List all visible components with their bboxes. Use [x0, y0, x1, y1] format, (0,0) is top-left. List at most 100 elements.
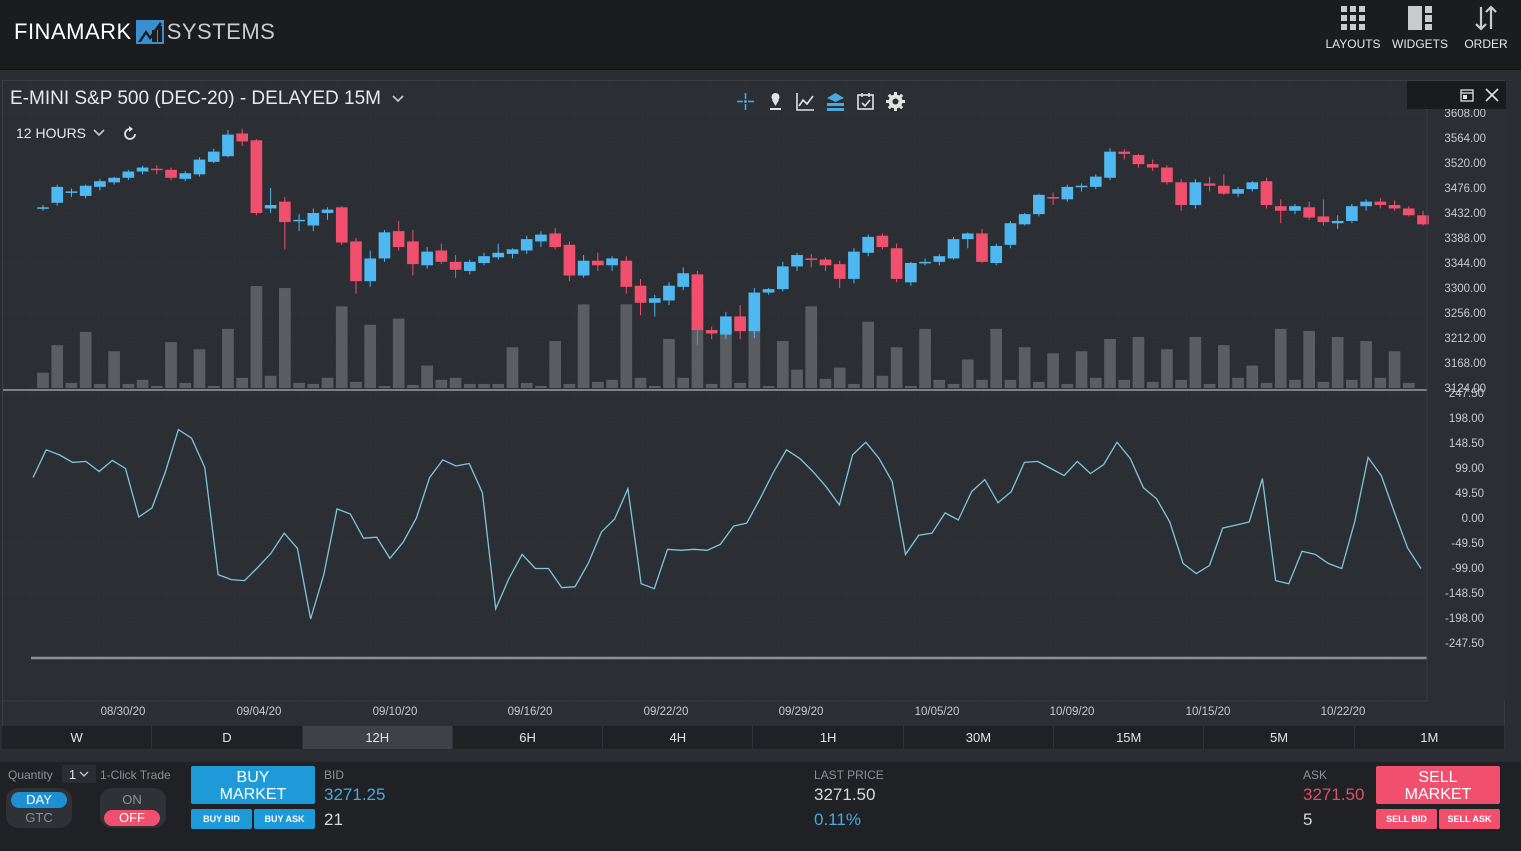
candle-body: [108, 177, 120, 183]
indicator-icon[interactable]: [795, 91, 816, 112]
timeframe-d-button[interactable]: D: [152, 726, 303, 749]
candle-body: [392, 231, 405, 248]
timeframe-30m-button[interactable]: 30M: [904, 726, 1055, 749]
candle-body: [335, 207, 348, 243]
date-axis-tick: 10/09/20: [1050, 706, 1095, 718]
volume-bar: [606, 379, 618, 388]
one-click-off-button[interactable]: OFF: [104, 810, 160, 826]
candle-body: [577, 260, 590, 276]
volume-bar: [876, 375, 889, 388]
candle-body: [734, 316, 746, 332]
timeframe-1m-button[interactable]: 1M: [1355, 726, 1505, 749]
layers-icon[interactable]: [825, 91, 846, 112]
calendar-icon[interactable]: [855, 91, 876, 112]
oscillator-axis-tick: 0.00: [1462, 513, 1484, 525]
candle-body: [364, 258, 377, 282]
quantity-value: 1: [68, 766, 77, 782]
sell-bid-button[interactable]: SELL BID: [1376, 809, 1437, 829]
chevron-down-icon: [392, 95, 404, 103]
date-axis-tick: 09/22/20: [644, 706, 689, 718]
timeframe-15m-button[interactable]: 15M: [1054, 726, 1205, 749]
candle-body: [990, 245, 1003, 263]
volume-bar: [520, 382, 533, 388]
oscillator-axis-tick: 247.50: [1449, 388, 1484, 400]
price-axis-tick: 3256.00: [1444, 308, 1486, 320]
volume-bar: [122, 383, 135, 388]
volume-bar: [905, 385, 917, 388]
brand-name-right: SYSTEMS: [166, 19, 276, 44]
order-nav-button[interactable]: ORDER: [1454, 5, 1518, 53]
range-dropdown[interactable]: 12 HOURS: [16, 125, 106, 141]
layouts-nav-button[interactable]: LAYOUTS: [1321, 5, 1385, 53]
quantity-select[interactable]: 1: [62, 765, 96, 783]
chevron-down-icon: [93, 129, 105, 137]
settings-icon[interactable]: [885, 91, 906, 112]
close-icon[interactable]: [1484, 87, 1500, 103]
volume-bar: [1104, 339, 1116, 388]
volume-bar: [1061, 383, 1074, 388]
volume-bar: [1274, 328, 1287, 388]
candle-body: [606, 258, 618, 266]
candle-body: [1346, 206, 1358, 221]
volume-bar: [79, 331, 92, 388]
volume-bar: [264, 375, 277, 388]
volume-bar: [1132, 337, 1145, 388]
volume-bar: [890, 347, 903, 388]
volume-bar: [663, 339, 675, 388]
volume-bar: [705, 383, 718, 388]
gtc-button[interactable]: GTC: [25, 810, 53, 825]
volume-bar: [207, 385, 220, 388]
timeframe-w-button[interactable]: W: [2, 726, 153, 749]
buy-bid-button[interactable]: BUY BID: [191, 809, 252, 829]
buy-ask-button[interactable]: BUY ASK: [254, 809, 315, 829]
volume-bar: [620, 304, 633, 388]
candle-body: [165, 169, 177, 178]
refresh-icon[interactable]: [121, 125, 139, 143]
date-axis-tick: 10/05/20: [915, 706, 960, 718]
volume-bar: [1004, 379, 1017, 388]
candle-body: [1360, 201, 1372, 207]
timeframe-1h-button[interactable]: 1H: [753, 726, 904, 749]
volume-bar: [848, 383, 860, 388]
candle-body: [691, 274, 704, 331]
candle-body: [919, 261, 931, 264]
volume-bar: [819, 378, 832, 388]
volume-bar: [1346, 379, 1358, 388]
price-axis-tick: 3564.00: [1444, 133, 1486, 145]
buy-market-label: MARKET: [219, 786, 287, 803]
widgets-nav-button[interactable]: WIDGETS: [1388, 5, 1452, 53]
volume-bar: [1089, 377, 1102, 388]
quantity-label: Quantity: [8, 768, 53, 782]
candle-body: [976, 233, 988, 262]
buy-market-button[interactable]: BUY MARKET: [191, 766, 315, 804]
crosshair-icon[interactable]: [735, 91, 756, 112]
day-button[interactable]: DAY: [11, 792, 67, 808]
sell-market-button[interactable]: SELL MARKET: [1376, 766, 1500, 804]
candle-body: [848, 251, 860, 279]
timeframe-4h-button[interactable]: 4H: [603, 726, 754, 749]
volume-bar: [463, 383, 476, 388]
candle-body: [1417, 215, 1429, 225]
one-click-on-button[interactable]: ON: [122, 792, 142, 807]
timeframe-6h-button[interactable]: 6H: [453, 726, 604, 749]
volume-bar: [748, 326, 761, 388]
oscillator-axis-tick: -198.00: [1445, 613, 1484, 625]
sell-ask-button[interactable]: SELL ASK: [1439, 809, 1500, 829]
instrument-selector[interactable]: E-MINI S&P 500 (DEC-20) - DELAYED 15M: [10, 88, 405, 110]
volume-bar: [1246, 365, 1259, 388]
candle-body: [535, 234, 547, 242]
popout-icon[interactable]: [1460, 88, 1474, 102]
oscillator-axis-tick: 49.50: [1455, 488, 1484, 500]
timeframe-5m-button[interactable]: 5M: [1204, 726, 1355, 749]
volume-bar: [947, 383, 960, 388]
candle-body: [1260, 181, 1273, 206]
candle-body: [791, 255, 803, 267]
volume-bar: [1189, 337, 1202, 388]
marker-icon[interactable]: [765, 91, 786, 112]
timeframe-12h-button[interactable]: 12H: [302, 726, 453, 749]
date-axis-tick: 10/15/20: [1186, 706, 1231, 718]
candle-body: [634, 285, 647, 303]
chart-axis-background: [1427, 81, 1506, 701]
brand-mark-icon: [135, 20, 164, 44]
price-chart[interactable]: 3608.00 3564.00 3520.00 3476.00 3432.00 3388.…: [3, 81, 1506, 727]
